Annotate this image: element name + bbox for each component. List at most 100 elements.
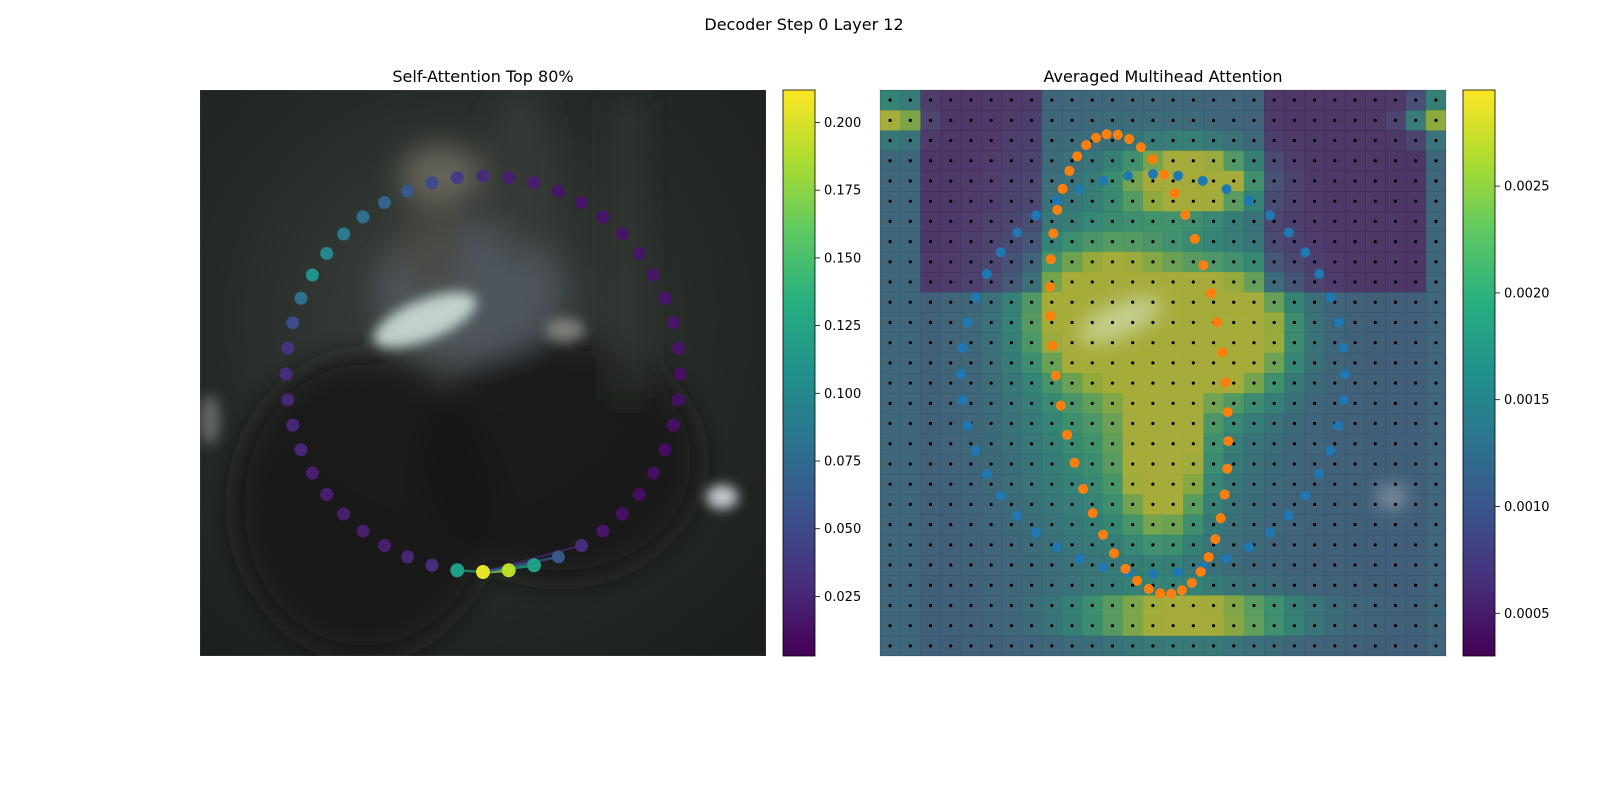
grid-dot xyxy=(1252,624,1256,628)
grid-dot xyxy=(1252,118,1256,122)
grid-dot xyxy=(1353,199,1357,203)
grid-dot xyxy=(1211,583,1216,587)
grid-dot xyxy=(908,320,912,325)
grid-dot xyxy=(1393,219,1398,223)
grid-dot xyxy=(1030,421,1034,426)
orange-point xyxy=(1205,288,1216,299)
grid-dot xyxy=(1090,98,1094,102)
grid-dot xyxy=(928,159,933,163)
grid-dot xyxy=(1171,98,1175,102)
grid-dot xyxy=(1110,280,1115,284)
grid-dot xyxy=(1131,482,1135,486)
grid-dot xyxy=(1434,199,1438,203)
grid-dot xyxy=(1009,603,1013,608)
grid-dot xyxy=(1292,159,1296,163)
grid-dot xyxy=(1252,280,1256,284)
grid-dot xyxy=(949,179,953,183)
grid-dot xyxy=(1232,421,1236,426)
grid-dot xyxy=(888,462,892,466)
grid-dot xyxy=(1353,624,1357,628)
grid-dot xyxy=(1373,381,1377,385)
orange-point xyxy=(1217,347,1228,358)
grid-dot xyxy=(1211,563,1216,567)
blue-point xyxy=(995,247,1006,258)
grid-dot xyxy=(1151,118,1155,122)
grid-dot xyxy=(1050,159,1054,163)
grid-dot xyxy=(1070,421,1074,426)
grid-dot xyxy=(1131,583,1135,587)
grid-dot xyxy=(1272,523,1276,527)
grid-dot xyxy=(1151,543,1155,547)
grid-dot xyxy=(928,199,933,203)
contour-point xyxy=(356,210,370,224)
grid-dot xyxy=(1009,159,1013,163)
grid-dot xyxy=(1070,300,1074,304)
grid-dot xyxy=(1030,563,1034,567)
grid-dot xyxy=(1070,320,1074,325)
contour-point xyxy=(425,558,439,572)
grid-dot xyxy=(1232,98,1236,102)
grid-dot xyxy=(1272,381,1276,385)
grid-dot xyxy=(1171,219,1175,223)
grid-dot xyxy=(1272,159,1276,163)
grid-dot xyxy=(1313,603,1317,608)
grid-dot xyxy=(1131,421,1135,426)
grid-dot xyxy=(1191,341,1195,345)
grid-dot xyxy=(1151,523,1155,527)
grid-dot xyxy=(888,401,892,405)
grid-dot xyxy=(1211,300,1216,304)
grid-dot xyxy=(1313,219,1317,223)
grid-dot xyxy=(1434,118,1438,122)
blue-point xyxy=(1173,170,1184,181)
grid-dot xyxy=(1373,543,1377,547)
grid-dot xyxy=(888,98,892,102)
grid-dot xyxy=(1313,300,1317,304)
grid-dot xyxy=(1272,138,1276,143)
grid-dot xyxy=(949,159,953,163)
orange-contour-points xyxy=(1044,129,1234,599)
grid-dot xyxy=(1110,543,1115,547)
blue-point xyxy=(1283,227,1294,238)
grid-dot xyxy=(1333,523,1337,527)
grid-dot xyxy=(1353,644,1357,648)
blue-point xyxy=(1148,169,1158,179)
grid-dot xyxy=(1434,138,1438,143)
left-colorbar-tick-label: 0.100 xyxy=(824,387,861,402)
grid-dot xyxy=(1151,98,1155,102)
grid-dot xyxy=(1110,179,1115,183)
grid-dot xyxy=(908,341,912,345)
grid-dot xyxy=(1393,603,1398,608)
grid-dot xyxy=(1252,138,1256,143)
grid-dot xyxy=(1171,138,1175,143)
grid-dot xyxy=(1090,341,1094,345)
left-colorbar-tick-label: 0.200 xyxy=(824,116,861,131)
grid-dot xyxy=(969,361,973,365)
grid-dot xyxy=(1030,523,1034,527)
grid-dot xyxy=(1110,381,1115,385)
grid-dot xyxy=(1030,502,1034,506)
grid-dot xyxy=(1171,179,1175,183)
grid-dot xyxy=(1313,361,1317,365)
multihead-attention-panel: Averaged Multihead Attention 0.0005 0.001… xyxy=(879,67,1550,657)
grid-dot xyxy=(1373,240,1377,244)
grid-dot xyxy=(908,199,912,203)
grid-dot xyxy=(1211,138,1216,143)
blue-point xyxy=(1012,227,1023,238)
grid-dot xyxy=(1050,482,1054,486)
grid-dot xyxy=(1131,98,1135,102)
grid-dot xyxy=(1050,138,1054,143)
grid-dot xyxy=(1110,361,1115,365)
grid-dot xyxy=(1252,644,1256,648)
grid-dot xyxy=(1090,624,1094,628)
grid-dot xyxy=(1191,462,1195,466)
grid-dot xyxy=(908,421,912,426)
grid-dot xyxy=(928,138,933,143)
grid-dot xyxy=(1373,159,1377,163)
orange-point xyxy=(1087,508,1098,519)
grid-dot xyxy=(1414,159,1418,163)
blue-point xyxy=(1197,175,1208,186)
grid-dot xyxy=(1171,421,1175,426)
grid-dot xyxy=(1232,523,1236,527)
contour-point xyxy=(615,507,629,521)
grid-dot xyxy=(989,199,993,203)
